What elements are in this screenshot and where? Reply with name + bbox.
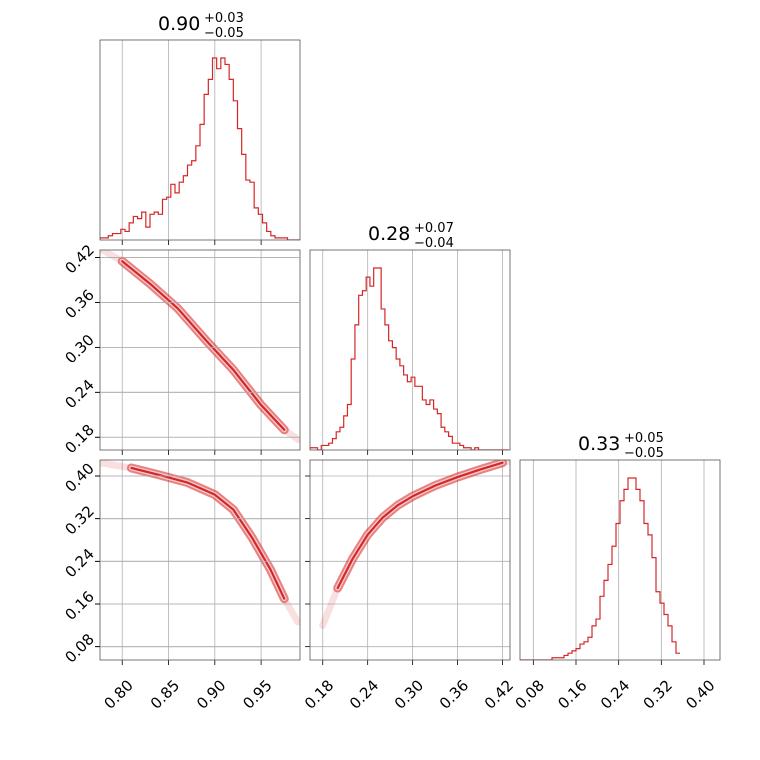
title-upper-error: +0.05	[624, 431, 664, 446]
scatter-cloud	[319, 460, 510, 629]
y-tick-label: 0.30	[61, 331, 97, 367]
x-tick-label: 0.42	[481, 676, 517, 712]
x-tick-label: 0.80	[101, 676, 137, 712]
x-tick-label: 0.40	[682, 676, 718, 712]
panel-2d-frame-0	[99, 249, 301, 451]
histogram-1	[310, 267, 509, 450]
panel-title: 0.33	[578, 433, 620, 455]
histogram-frame-1	[309, 249, 511, 451]
y-tick-label: 0.32	[61, 502, 97, 538]
x-tick-label: 0.90	[193, 676, 229, 712]
x-tick-label: 0.85	[147, 676, 183, 712]
y-tick-label: 0.24	[61, 376, 97, 412]
x-tick-label: 0.36	[436, 676, 472, 712]
title-median: 0.33	[578, 433, 620, 455]
title-median: 0.90	[158, 13, 200, 35]
y-tick-label: 0.36	[61, 286, 97, 322]
title-lower-error: −0.05	[204, 26, 244, 41]
y-tick-label: 0.08	[61, 630, 97, 666]
y-tick-label: 0.40	[61, 459, 97, 495]
y-tick-label: 0.24	[61, 545, 97, 581]
panel-2d-frame-2	[309, 459, 511, 661]
x-tick-label: 0.16	[554, 676, 590, 712]
x-tick-label: 0.30	[391, 676, 427, 712]
title-upper-error: +0.07	[414, 221, 454, 236]
x-tick-label: 0.18	[301, 676, 337, 712]
y-tick-label: 0.16	[61, 587, 97, 623]
x-tick-label: 0.95	[239, 676, 275, 712]
y-tick-label: 0.18	[61, 421, 97, 457]
x-tick-label: 0.32	[640, 676, 676, 712]
title-median: 0.28	[368, 223, 410, 245]
title-lower-error: −0.05	[624, 446, 664, 461]
histogram-0	[100, 57, 300, 240]
density-contour-gap	[335, 460, 506, 591]
histogram-2	[520, 477, 680, 660]
x-tick-label: 0.24	[597, 676, 633, 712]
x-tick-label: 0.08	[512, 676, 548, 712]
density-contour-inner	[336, 461, 504, 590]
panel-title: 0.28	[368, 223, 410, 245]
x-tick-label: 0.24	[346, 676, 382, 712]
density-contour-inner	[121, 260, 286, 431]
title-lower-error: −0.04	[414, 236, 454, 251]
y-tick-label: 0.42	[61, 241, 97, 277]
panel-2d-frame-1	[99, 459, 301, 661]
title-upper-error: +0.03	[204, 11, 244, 26]
panel-title: 0.90	[158, 13, 200, 35]
density-contour-outer	[333, 460, 508, 593]
histogram-frame-2	[519, 459, 721, 661]
histogram-frame-0	[99, 39, 301, 241]
